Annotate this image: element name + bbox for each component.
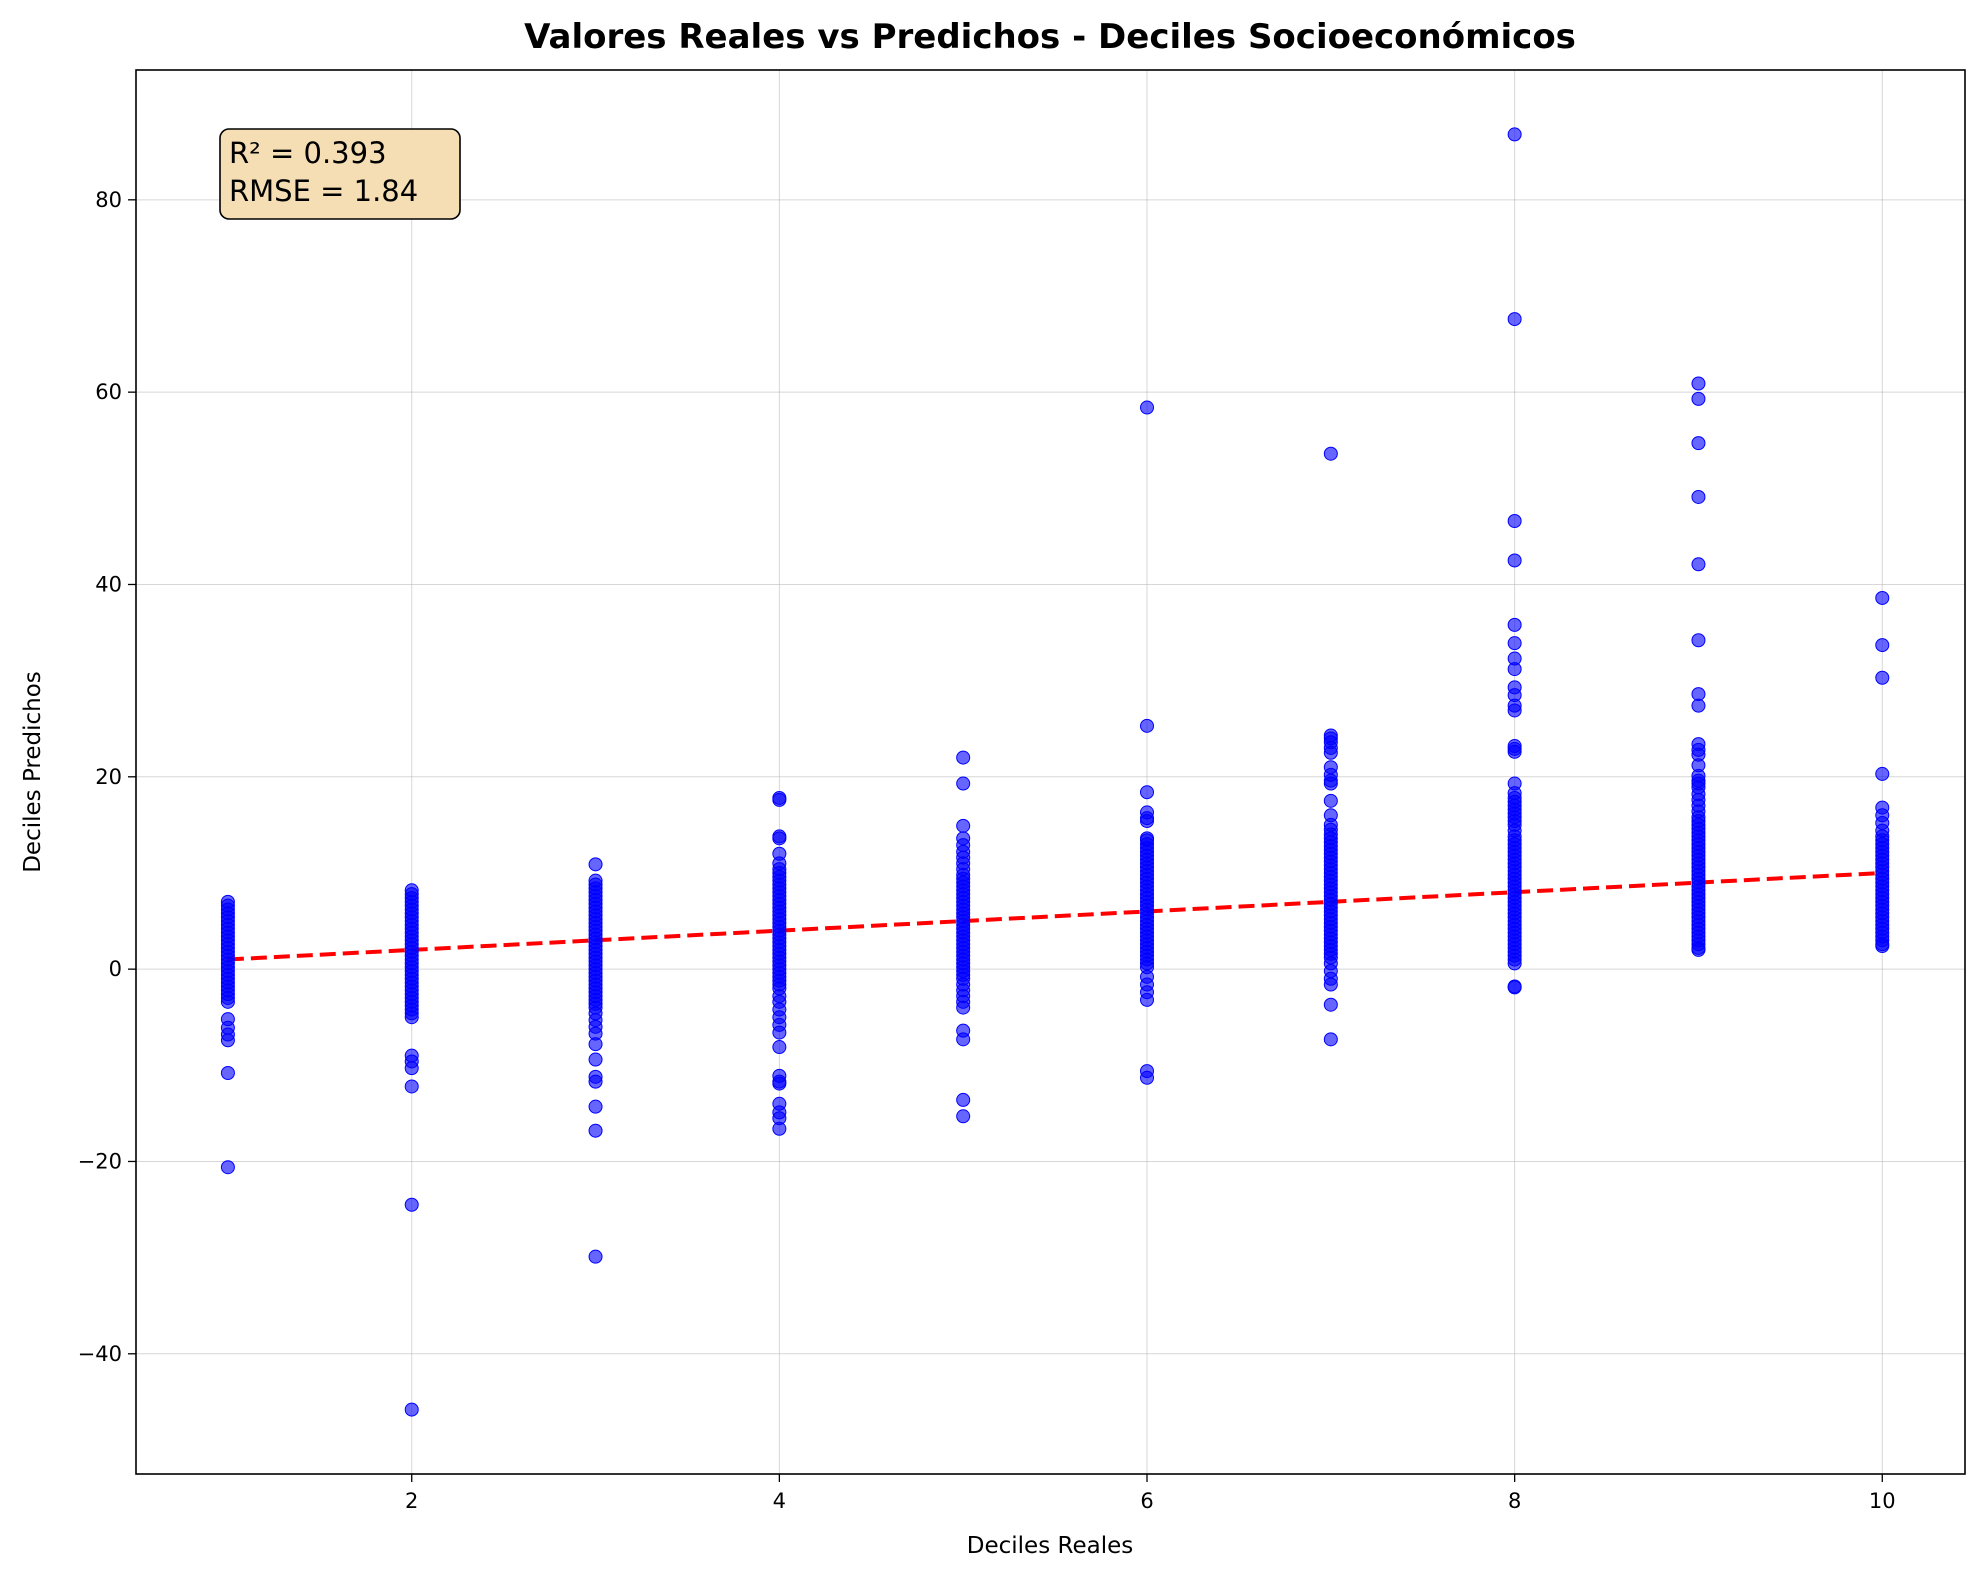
data-point — [404, 1061, 419, 1076]
data-point — [1140, 814, 1155, 829]
data-point — [1140, 1070, 1155, 1085]
data-point — [1691, 698, 1706, 713]
data-point — [588, 1249, 603, 1264]
data-point — [1507, 514, 1522, 529]
data-point — [404, 1402, 419, 1417]
data-point — [1507, 662, 1522, 677]
data-point — [1691, 391, 1706, 406]
data-point — [1507, 703, 1522, 718]
ideal-fit-line — [227, 870, 1883, 962]
y-tick-label: 0 — [109, 957, 122, 981]
data-point — [220, 994, 235, 1009]
data-point — [1507, 553, 1522, 568]
data-point — [956, 1092, 971, 1107]
x-tick-label: 2 — [405, 1489, 418, 1513]
data-point — [1875, 590, 1890, 605]
data-point — [1323, 977, 1338, 992]
y-tick-label: 80 — [95, 188, 122, 212]
data-point — [220, 1033, 235, 1048]
data-point — [1323, 446, 1338, 461]
data-point — [588, 1123, 603, 1138]
y-tick-label: 40 — [95, 572, 122, 596]
rmse-annotation: RMSE = 1.84 — [229, 174, 418, 208]
data-point — [1507, 617, 1522, 632]
x-tick-label: 8 — [1508, 1489, 1521, 1513]
data-point — [1140, 992, 1155, 1007]
data-point — [404, 1197, 419, 1212]
data-point — [1507, 127, 1522, 142]
data-point — [220, 1065, 235, 1080]
data-point — [956, 776, 971, 791]
data-point — [956, 818, 971, 833]
data-point — [588, 857, 603, 872]
data-point — [1691, 633, 1706, 648]
x-tick-label: 10 — [1869, 1489, 1896, 1513]
data-point — [1507, 956, 1522, 971]
data-point — [1507, 312, 1522, 327]
data-point — [404, 1079, 419, 1094]
data-point — [1691, 942, 1706, 957]
x-axis-label: Deciles Reales — [967, 1533, 1133, 1559]
plot-frame — [135, 69, 1966, 1475]
y-tick-label: −40 — [78, 1342, 122, 1366]
data-point — [1691, 557, 1706, 572]
data-point — [1691, 376, 1706, 391]
x-tick-label: 4 — [773, 1489, 786, 1513]
data-point — [772, 1121, 787, 1136]
data-point — [1323, 793, 1338, 808]
data-point — [1507, 636, 1522, 651]
data-point — [956, 1000, 971, 1015]
data-point — [1323, 1032, 1338, 1047]
data-point — [956, 750, 971, 765]
data-point — [220, 1160, 235, 1175]
data-point — [1323, 745, 1338, 760]
data-point — [1507, 744, 1522, 759]
data-point — [772, 792, 787, 807]
data-point — [1875, 670, 1890, 685]
axis-ticks: 2 4 6 8 10 −40 −20 0 20 40 60 80 — [78, 188, 1896, 1513]
x-tick-label: 6 — [1140, 1489, 1153, 1513]
data-point — [1323, 776, 1338, 791]
data-point — [1140, 785, 1155, 800]
data-point — [772, 1076, 787, 1091]
data-point — [588, 1052, 603, 1067]
data-point — [772, 1040, 787, 1055]
data-point — [1875, 638, 1890, 653]
data-point — [588, 1099, 603, 1114]
chart-title: Valores Reales vs Predichos - Deciles So… — [524, 17, 1576, 57]
y-tick-label: 60 — [95, 380, 122, 404]
data-point — [1691, 489, 1706, 504]
y-axis-label: Deciles Predichos — [20, 671, 46, 873]
data-point — [1875, 939, 1890, 954]
data-point — [1140, 718, 1155, 733]
stats-annotation-box: R² = 0.393 RMSE = 1.84 — [219, 128, 461, 220]
data-point — [956, 1032, 971, 1047]
data-points — [220, 127, 1890, 1417]
data-point — [772, 831, 787, 846]
data-point — [956, 1109, 971, 1124]
data-point — [404, 1010, 419, 1025]
data-point — [1140, 400, 1155, 415]
r2-annotation: R² = 0.393 — [229, 136, 387, 170]
data-point — [1507, 980, 1522, 995]
data-point — [772, 1025, 787, 1040]
y-tick-label: 20 — [95, 765, 122, 789]
data-point — [1875, 766, 1890, 781]
data-point — [1323, 997, 1338, 1012]
reference-line-layer — [227, 870, 1883, 962]
data-point — [588, 1074, 603, 1089]
stats-box-background — [219, 128, 461, 220]
data-point — [1691, 436, 1706, 451]
y-tick-label: −20 — [78, 1149, 122, 1173]
data-point — [588, 1037, 603, 1052]
